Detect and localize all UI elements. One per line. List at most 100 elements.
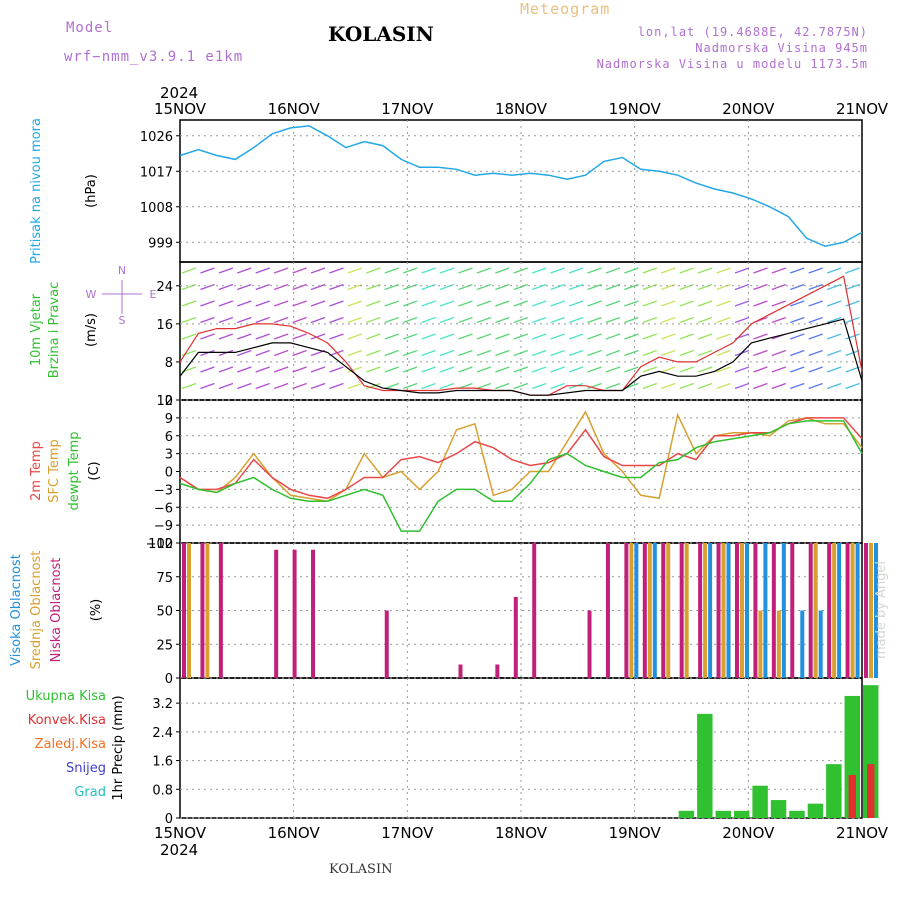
low-cloud-bar [698, 543, 703, 678]
low-cloud-bar [642, 543, 647, 678]
wind-barb [642, 366, 658, 373]
low-cloud-bar [734, 543, 739, 678]
wind-barb [531, 382, 547, 390]
wind-barb [808, 333, 823, 340]
wind-barb [568, 333, 584, 340]
wind-barb [200, 382, 215, 390]
wind-barb [421, 283, 436, 291]
compass-east: E [150, 288, 157, 301]
sfc-temp-axis-label: SFC Temp [47, 439, 62, 503]
2m-temp-line [179, 417, 863, 500]
wind-barb [476, 382, 492, 390]
low-cloud-bar [827, 543, 832, 678]
pressure-unit-label: (hPa) [84, 174, 99, 208]
bottom-year-label: 2024 [160, 841, 198, 859]
wind-barb [790, 366, 805, 373]
low-cloud-bar [458, 664, 463, 678]
wind-barb [476, 316, 492, 324]
wind-barb [402, 333, 418, 340]
wind-barb [402, 366, 418, 373]
low-cloud-bar [384, 610, 389, 678]
wind-barb [826, 382, 842, 390]
wind-barb [310, 267, 326, 274]
y-tick-label-2: −9 [154, 519, 173, 534]
wind-barb [495, 349, 510, 357]
wind-barb [292, 283, 307, 291]
wind-barb [476, 300, 492, 307]
wind-barb [808, 316, 823, 324]
y-tick-label-0: 1017 [140, 165, 173, 180]
wind-axis-label-2: Brzina i Pravac [47, 282, 62, 379]
wind-barb [495, 283, 510, 291]
wind-speed-line [179, 318, 863, 396]
wind-barb [495, 267, 510, 274]
wind-barb [845, 382, 860, 390]
wind-barb [310, 333, 326, 340]
high-cloud-bar [837, 543, 842, 678]
high-cloud-bar [763, 543, 768, 678]
wind-barb [624, 283, 639, 291]
wind-barb [587, 333, 602, 340]
bottom-date-tick: 20NOV [722, 824, 775, 842]
wind-barb [550, 283, 565, 291]
wind-barb [716, 366, 731, 373]
y-tick-label-0: 1008 [140, 201, 173, 216]
credit-label: made by Angel [874, 561, 889, 659]
mid-cloud-bar [869, 543, 873, 678]
wind-barb [329, 316, 344, 324]
wind-barb [273, 349, 289, 357]
wind-barb [310, 316, 326, 324]
wind-barb [476, 366, 492, 373]
wind-barb [181, 300, 197, 307]
wind-barb [439, 300, 455, 307]
y-tick-label-3: 0 [165, 672, 173, 687]
wind-barb [587, 267, 602, 274]
wind-barb [716, 300, 731, 307]
y-tick-label-4: 1.6 [152, 755, 173, 770]
2m-temp-axis-label: 2m Temp [29, 441, 44, 501]
low-cloud-bar [274, 549, 279, 678]
wind-barb [771, 316, 787, 324]
wind-barb [329, 267, 344, 274]
mid-cloud-bar [205, 543, 210, 678]
total-precip-bar [715, 810, 731, 818]
elevation-label: Nadmorska Visina 945m [695, 41, 868, 55]
wind-barb [273, 333, 289, 340]
wind-barb [587, 300, 602, 307]
y-tick-label-0: 999 [148, 236, 173, 251]
compass-west: W [86, 288, 97, 301]
wind-barb [218, 300, 234, 307]
bottom-date-tick: 16NOV [268, 824, 321, 842]
wind-barb [808, 366, 823, 373]
wind-barb [679, 300, 694, 307]
wind-barb [587, 283, 602, 291]
wind-barb [347, 283, 363, 291]
wind-barb [753, 267, 768, 274]
wind-barb [716, 349, 731, 357]
wind-barb [587, 316, 602, 324]
wind-barb [181, 283, 197, 291]
wind-barb [255, 316, 270, 324]
wind-barb [734, 300, 750, 307]
wind-barb [642, 300, 658, 307]
wind-barb [845, 283, 860, 291]
mid-cloud-bar [832, 543, 837, 678]
pressure-line [179, 125, 863, 247]
wind-barb [605, 382, 621, 390]
wind-barb [790, 267, 805, 274]
wind-barb [845, 300, 860, 307]
wind-barb [495, 300, 510, 307]
precip-axis-label: 1hr Precip (mm) [111, 695, 126, 800]
wind-barb [771, 300, 787, 307]
wind-barb [753, 300, 768, 307]
wind-barb [642, 333, 658, 340]
wind-barb [513, 349, 529, 357]
wind-barb [568, 316, 584, 324]
wind-barb [273, 316, 289, 324]
top-date-tick: 18NOV [495, 100, 548, 118]
high-cloud-bar [652, 543, 657, 678]
wind-barb [734, 316, 750, 324]
bottom-date-tick: 15NOV [154, 824, 207, 842]
wind-barb [808, 382, 823, 390]
